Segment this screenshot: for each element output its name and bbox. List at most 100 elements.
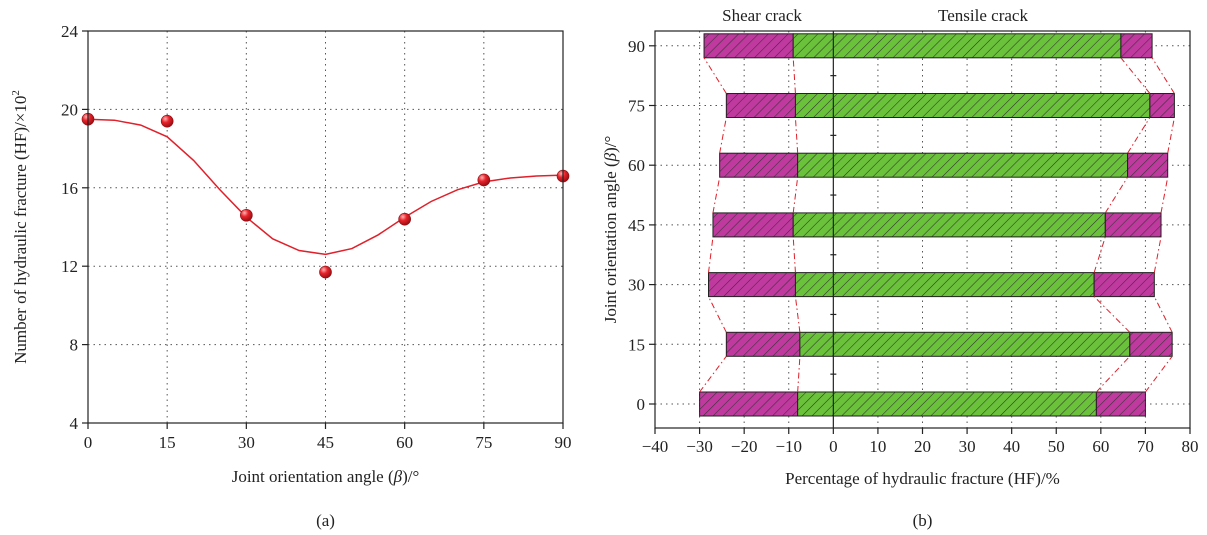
chart-b-x-tick-label: 10 xyxy=(869,437,886,456)
chart-b-bar-shear-end-hatch xyxy=(1120,33,1153,59)
chart-a-point xyxy=(240,208,253,222)
chart-b-y-tick-label: 60 xyxy=(628,156,645,175)
chart-a-x-tick-label: 15 xyxy=(159,433,176,452)
chart-b-y-tick-label: 75 xyxy=(628,97,645,116)
chart-b-connector-split-pos xyxy=(1093,296,1131,333)
chart-b-y-axis-label: Joint orientation angle (β)/° xyxy=(601,136,620,324)
chart-b-bar-shear-hatch xyxy=(708,272,796,298)
chart-b-bars xyxy=(699,33,1175,417)
chart-b-connector-split xyxy=(792,57,796,94)
chart-b-bar-shear-hatch xyxy=(699,391,799,417)
chart-a-panel-label: (a) xyxy=(316,511,335,530)
chart-b-x-tick-label: 20 xyxy=(914,437,931,456)
chart-b-connector-end xyxy=(1160,177,1169,213)
chart-b-bar-shear-end-hatch xyxy=(1127,152,1169,178)
chart-b-bar-shear-end-hatch xyxy=(1129,331,1173,357)
chart-b-x-tick-label: 0 xyxy=(829,437,838,456)
chart-b-connector-start xyxy=(703,57,727,94)
chart-b-connector-end xyxy=(1153,296,1173,333)
chart-a-x-tick-label: 0 xyxy=(84,433,93,452)
chart-b-x-tick-label: 70 xyxy=(1137,437,1154,456)
chart-a-y-tick-label: 24 xyxy=(61,22,79,41)
chart-b-connectors xyxy=(699,57,1175,393)
chart-b-y-tick-label: 30 xyxy=(628,276,645,295)
chart-b-x-tick-label: 40 xyxy=(1003,437,1020,456)
chart-b-connector-split-pos xyxy=(1120,57,1151,94)
chart-b-connector-split xyxy=(797,356,801,393)
chart-b-panel-label: (b) xyxy=(913,511,933,530)
chart-b-bar-shear-hatch xyxy=(703,33,794,59)
chart-b-bar-shear-hatch xyxy=(712,212,794,238)
chart-a-y-tick-label: 12 xyxy=(61,257,78,276)
chart-b-x-tick-label: −10 xyxy=(775,437,802,456)
chart-b-bar-tensile-hatch xyxy=(792,33,1122,59)
chart-b-x-tick-label: 80 xyxy=(1182,437,1199,456)
chart-b-connector-split-pos xyxy=(1096,355,1131,393)
chart-b-connector-end xyxy=(1151,57,1175,94)
chart-b-bar-shear-hatch xyxy=(725,331,801,357)
chart-b-x-tick-label: 60 xyxy=(1092,437,1109,456)
chart-a-point xyxy=(398,212,411,226)
chart-b-connector-start xyxy=(712,177,721,213)
chart-a-x-tick-label: 90 xyxy=(555,433,572,452)
chart-a-fit-curve xyxy=(87,118,564,256)
chart-b: −40 −30 −20 −10 0 10 20 30 40 50 60 70 80 0 15 30 45 60 7… xyxy=(601,6,1199,530)
chart-b-connector-split-pos xyxy=(1104,176,1129,214)
chart-b-x-tick-label: −40 xyxy=(642,437,669,456)
chart-b-connector-split xyxy=(792,236,796,273)
chart-b-connector-split-pos xyxy=(1127,117,1151,154)
chart-b-y-tick-label: 0 xyxy=(637,395,646,414)
chart-b-bar-shear-hatch xyxy=(725,93,796,118)
chart-b-y-ticks: 0 15 30 45 60 75 90 xyxy=(628,37,655,414)
chart-b-connector-end xyxy=(1145,356,1173,393)
chart-a-y-tick-label: 4 xyxy=(70,414,79,433)
chart-b-y-tick-label: 45 xyxy=(628,216,645,235)
chart-b-y-tick-label: 15 xyxy=(628,335,645,354)
chart-a-y-ticks: 4 8 12 16 20 24 xyxy=(61,22,88,433)
chart-b-bar-shear-end-hatch xyxy=(1095,391,1146,417)
chart-a-x-ticks: 0 15 30 45 60 75 90 xyxy=(84,423,572,452)
chart-a-y-tick-label: 20 xyxy=(61,100,78,119)
chart-b-bar-shear-end-hatch xyxy=(1093,272,1155,298)
chart-b-connector-split xyxy=(792,177,799,213)
chart-b-bar-tensile-hatch xyxy=(794,272,1095,298)
chart-a-x-tick-label: 45 xyxy=(317,433,334,452)
chart-b-connector-end xyxy=(1153,236,1162,273)
chart-b-connector-end xyxy=(1167,117,1175,154)
chart-a-x-tick-label: 30 xyxy=(238,433,255,452)
chart-a-frame xyxy=(87,30,564,424)
chart-b-x-tick-label: −30 xyxy=(686,437,713,456)
chart-a-y-axis-label: Number of hydraulic fracture (HF)/×102 xyxy=(10,90,30,364)
chart-b-region-label-shear: Shear crack xyxy=(722,6,802,25)
chart-b-bar-tensile-hatch xyxy=(792,212,1106,238)
chart-a-x-tick-label: 60 xyxy=(396,433,413,452)
chart-b-x-ticks: −40 −30 −20 −10 0 10 20 30 40 50 60 70 80 xyxy=(642,428,1199,456)
chart-a-grid xyxy=(88,31,563,423)
chart-a-x-axis-label: Joint orientation angle (β)/° xyxy=(232,467,420,486)
chart-b-bar-tensile-hatch xyxy=(797,391,1097,417)
chart-b-bar-shear-hatch xyxy=(719,152,799,178)
chart-a-x-tick-label: 75 xyxy=(475,433,492,452)
chart-b-connector-start xyxy=(708,236,714,273)
chart-b-y-tick-label: 90 xyxy=(628,37,645,56)
chart-b-bar-shear-end-hatch xyxy=(1104,212,1162,238)
chart-a: 0 15 30 45 60 75 90 4 8 12 16 20 24 Joint orientati… xyxy=(10,22,572,530)
chart-b-connector-start xyxy=(699,356,727,393)
chart-a-y-tick-label: 16 xyxy=(61,179,78,198)
chart-b-x-tick-label: 30 xyxy=(959,437,976,456)
chart-b-connector-split-pos xyxy=(1093,236,1106,273)
chart-a-point xyxy=(319,265,332,279)
chart-b-x-tick-label: −20 xyxy=(731,437,758,456)
chart-b-zero-ticks xyxy=(830,75,837,375)
chart-b-region-label-tensile: Tensile crack xyxy=(938,6,1028,25)
chart-b-x-axis-label: Percentage of hydraulic fracture (HF)/% xyxy=(785,469,1060,488)
chart-b-x-tick-label: 50 xyxy=(1048,437,1065,456)
chart-b-bar-shear-end-hatch xyxy=(1149,93,1175,118)
chart-a-point xyxy=(160,114,174,128)
chart-b-connector-start xyxy=(719,117,727,154)
chart-a-point xyxy=(477,173,491,187)
chart-b-connector-split xyxy=(794,117,799,154)
chart-b-connector-split xyxy=(794,296,801,333)
chart-b-bar-tensile-hatch xyxy=(794,93,1151,118)
